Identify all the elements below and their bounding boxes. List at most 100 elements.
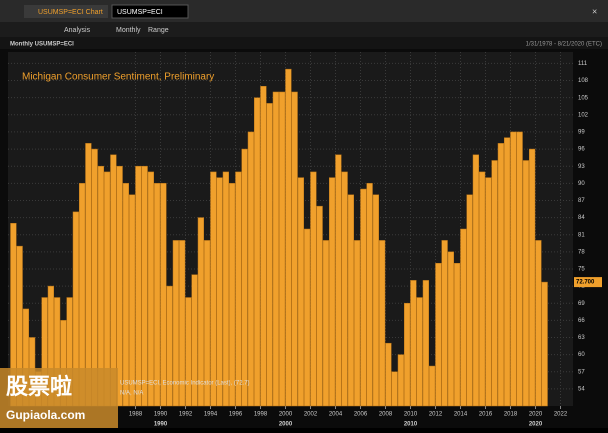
toolbar (0, 22, 608, 37)
toolbar-item[interactable]: Monthly (116, 27, 141, 34)
y-tick-label: 69 (578, 301, 585, 307)
bar (204, 240, 211, 407)
bar (341, 171, 348, 407)
bar (179, 240, 186, 407)
bar (422, 280, 429, 407)
bar (472, 154, 479, 407)
bar (197, 217, 204, 407)
y-tick-label: 84 (578, 215, 585, 221)
close-button[interactable]: × (592, 6, 597, 16)
bar (447, 251, 454, 407)
bar (229, 183, 236, 407)
x-tick-label: 2006 (354, 412, 368, 418)
y-tick-label: 57 (578, 369, 585, 375)
decade-label: 2000 (279, 422, 293, 428)
date-range: 1/31/1978 - 8/21/2020 (ETC) (526, 42, 602, 48)
bar (210, 171, 217, 407)
bar (460, 228, 467, 407)
search-text: USUMSP=ECI (117, 9, 163, 16)
bar (535, 240, 542, 407)
search-box[interactable] (111, 4, 189, 19)
bar (347, 194, 354, 407)
info-bar (0, 37, 608, 49)
legend-text: USUMSP=ECI, Economic Indicator (Last), (… (120, 381, 250, 387)
y-tick-label: 111 (578, 61, 588, 67)
y-tick-label: 63 (578, 335, 585, 341)
y-tick-label: 75 (578, 267, 585, 273)
y-tick-label: 66 (578, 318, 585, 324)
x-tick-label: 2018 (504, 412, 518, 418)
bar (241, 148, 248, 407)
bar (91, 148, 98, 407)
bar (329, 177, 336, 407)
bar (504, 137, 511, 407)
bar (479, 171, 486, 407)
x-tick-label: 1990 (154, 412, 168, 418)
decade-label: 2020 (529, 422, 543, 428)
y-tick-label: 108 (578, 78, 589, 84)
bar (335, 154, 342, 407)
x-tick-label: 2020 (529, 412, 543, 418)
bar (135, 165, 142, 407)
bar (354, 240, 361, 407)
bar (485, 177, 492, 407)
y-tick-label: 99 (578, 130, 585, 136)
y-tick-label: 60 (578, 352, 585, 358)
x-tick-label: 1988 (129, 412, 143, 418)
bar (185, 297, 192, 407)
x-tick-label: 1992 (179, 412, 193, 418)
bar (297, 177, 304, 407)
bar (291, 91, 298, 407)
tab[interactable] (24, 5, 108, 18)
watermark-bg (0, 368, 118, 428)
bar (441, 240, 448, 407)
bar (129, 194, 136, 407)
watermark: 股票啦 (6, 374, 72, 399)
bar (372, 194, 379, 407)
bar (491, 160, 498, 407)
last-value-label: 72.700 (576, 280, 595, 286)
x-tick-label: 2022 (554, 412, 568, 418)
bar (172, 240, 179, 407)
y-tick-label: 81 (578, 232, 585, 238)
decade-label: 2010 (404, 422, 418, 428)
y-tick-label: 102 (578, 112, 589, 118)
bar (141, 165, 148, 407)
frequency-label: Monthly USUMSP=ECI (10, 42, 74, 48)
bar (435, 263, 442, 407)
bar (116, 165, 123, 407)
bar (266, 103, 273, 407)
toolbar-item[interactable]: Range (148, 27, 169, 34)
bar (160, 183, 167, 407)
x-tick-label: 2008 (379, 412, 393, 418)
y-tick-label: 105 (578, 95, 589, 101)
toolbar-item[interactable]: Analysis (64, 27, 91, 34)
bar (397, 354, 404, 407)
y-tick-label: 96 (578, 147, 585, 153)
bar (304, 228, 311, 407)
bar (510, 131, 517, 407)
y-tick-label: 93 (578, 164, 585, 170)
bar (216, 177, 223, 407)
bar (272, 91, 279, 407)
bar (279, 91, 286, 407)
bar (147, 171, 154, 407)
bar (222, 171, 229, 407)
bar (410, 280, 417, 407)
bar (260, 86, 267, 407)
x-tick-label: 2012 (429, 412, 443, 418)
bar (391, 371, 398, 407)
bar (85, 143, 92, 407)
bar (254, 97, 261, 407)
bar (516, 131, 523, 407)
bar (360, 188, 367, 407)
tab-title: USUMSP=ECI Chart (38, 9, 103, 16)
bar (429, 365, 436, 407)
bar (310, 171, 317, 407)
y-tick-label: 87 (578, 198, 585, 204)
bar (191, 274, 198, 407)
bar (404, 302, 411, 407)
watermark: Gupiaola.com (6, 408, 85, 422)
last-value-box (574, 277, 602, 288)
